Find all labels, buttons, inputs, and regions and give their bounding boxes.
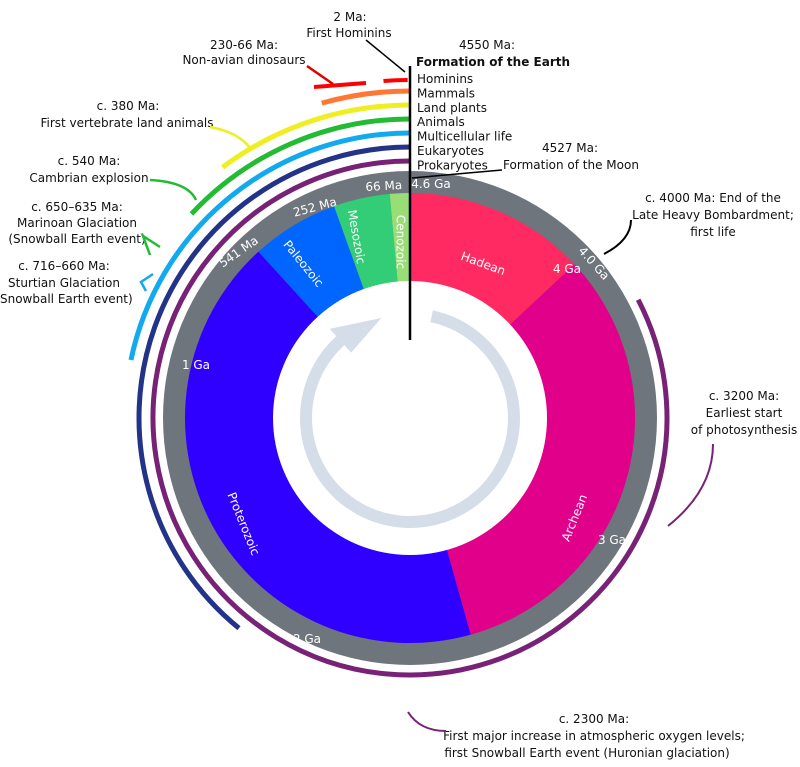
leader-photosynthesis	[667, 443, 714, 527]
event-line: Earliest start	[706, 406, 783, 420]
event-dinosaurs: 230-66 Ma: Non-avian dinosaurs	[182, 38, 305, 67]
ring-label: 3 Ga	[598, 533, 626, 547]
life-arc-land-plants	[221, 102, 411, 170]
inner-hole	[273, 281, 547, 555]
life-arc-dinosaur-bar	[313, 81, 367, 89]
event-text: First vertebrate land animals	[40, 116, 213, 130]
event-text: Formation of the Earth	[416, 55, 570, 69]
event-text: (Snowball Earth event)	[0, 292, 133, 306]
ring-label: 1 Ga	[182, 358, 210, 372]
life-arc-hominins	[383, 78, 408, 84]
event-line: c. 3200 Ma:	[709, 389, 779, 403]
leader-marinoan	[140, 232, 161, 256]
life-arc-multicellular-life	[128, 130, 411, 361]
event-text: Non-avian dinosaurs	[182, 53, 305, 67]
event-date: c. 650–635 Ma:	[31, 200, 123, 214]
legend-land-plants: Land plants	[417, 101, 487, 115]
leader-vertebrates	[209, 125, 251, 149]
event-leader-lines	[139, 39, 714, 732]
time-direction-arrow-icon	[300, 310, 520, 528]
time-arrow-arc	[300, 310, 520, 528]
legend-hominins: Hominins	[417, 72, 473, 86]
event-date: 4550 Ma:	[459, 38, 515, 52]
leader-sturtian	[139, 272, 154, 292]
event-vertebrates: c. 380 Ma: First vertebrate land animals	[40, 99, 213, 130]
event-date: 4527 Ma:	[542, 141, 598, 155]
time-arrow-head	[329, 318, 382, 353]
event-date: 2 Ma:	[333, 10, 366, 24]
event-text: Cambrian explosion	[29, 171, 148, 185]
leader-dinosaurs	[306, 64, 334, 86]
event-photosynthesis: c. 3200 Ma: Earliest start of photosynth…	[691, 389, 797, 437]
event-sturtian: c. 716–660 Ma: Sturtian Glaciation (Snow…	[0, 259, 133, 306]
ring-label: 4 Ga	[553, 262, 581, 276]
event-hominins: 2 Ma: First Hominins	[306, 10, 391, 40]
event-formation-earth: 4550 Ma: Formation of the Earth	[416, 38, 570, 69]
eon-label-cenozoic: Cenozoic	[394, 215, 408, 269]
ring-label: 2.5 Ga	[465, 667, 506, 686]
ring-label: 4.6 Ga	[411, 177, 451, 191]
event-text: (Snowball Earth event)	[8, 232, 145, 246]
event-cambrian: c. 540 Ma: Cambrian explosion	[29, 154, 148, 185]
event-text: First Hominins	[306, 26, 391, 40]
event-text: Formation of the Moon	[503, 158, 639, 172]
event-line: Late Heavy Bombardment;	[632, 208, 794, 222]
life-arcs	[128, 78, 670, 678]
event-line: first Snowball Earth event (Huronian gla…	[444, 746, 729, 760]
leader-cambrian	[149, 178, 198, 201]
event-date: c. 540 Ma:	[58, 154, 121, 168]
life-arc-prokaryotes	[150, 158, 670, 678]
event-oxygen: c. 2300 Ma: First major increase in atmo…	[443, 712, 745, 760]
event-line: c. 4000 Ma: End of the	[645, 191, 781, 205]
event-date: 230-66 Ma:	[210, 38, 278, 52]
event-line: c. 2300 Ma:	[559, 712, 629, 726]
ring-label: 2 Ga	[293, 632, 321, 646]
leader-hominins	[365, 39, 406, 73]
leader-moon	[411, 169, 503, 179]
event-line: First major increase in atmospheric oxyg…	[443, 729, 745, 743]
event-line: of photosynthesis	[691, 423, 797, 437]
leader-bombardment	[603, 219, 632, 255]
event-text: Sturtian Glaciation	[8, 276, 120, 290]
legend-multicellular-life: Multicellular life	[417, 130, 512, 144]
event-text: Marinoan Glaciation	[17, 216, 137, 230]
event-moon: 4527 Ma: Formation of the Moon	[503, 141, 639, 172]
legend-prokaryotes: Prokaryotes	[417, 158, 488, 172]
ring-label: 66 Ma	[365, 178, 402, 194]
event-marinoan: c. 650–635 Ma: Marinoan Glaciation (Snow…	[8, 200, 145, 246]
leader-oxygen	[407, 711, 447, 732]
legend-animals: Animals	[417, 115, 465, 129]
life-arc-animals	[189, 116, 411, 216]
event-date: c. 380 Ma:	[97, 99, 160, 113]
life-arc-eukaryotes	[136, 144, 411, 631]
event-bombardment: c. 4000 Ma: End of the Late Heavy Bombar…	[632, 191, 794, 239]
legend-eukaryotes: Eukaryotes	[417, 144, 484, 158]
legend-mammals: Mammals	[417, 86, 475, 100]
life-arc-mammals	[321, 88, 411, 106]
event-line: first life	[690, 225, 736, 239]
event-date: c. 716–660 Ma:	[18, 259, 110, 273]
